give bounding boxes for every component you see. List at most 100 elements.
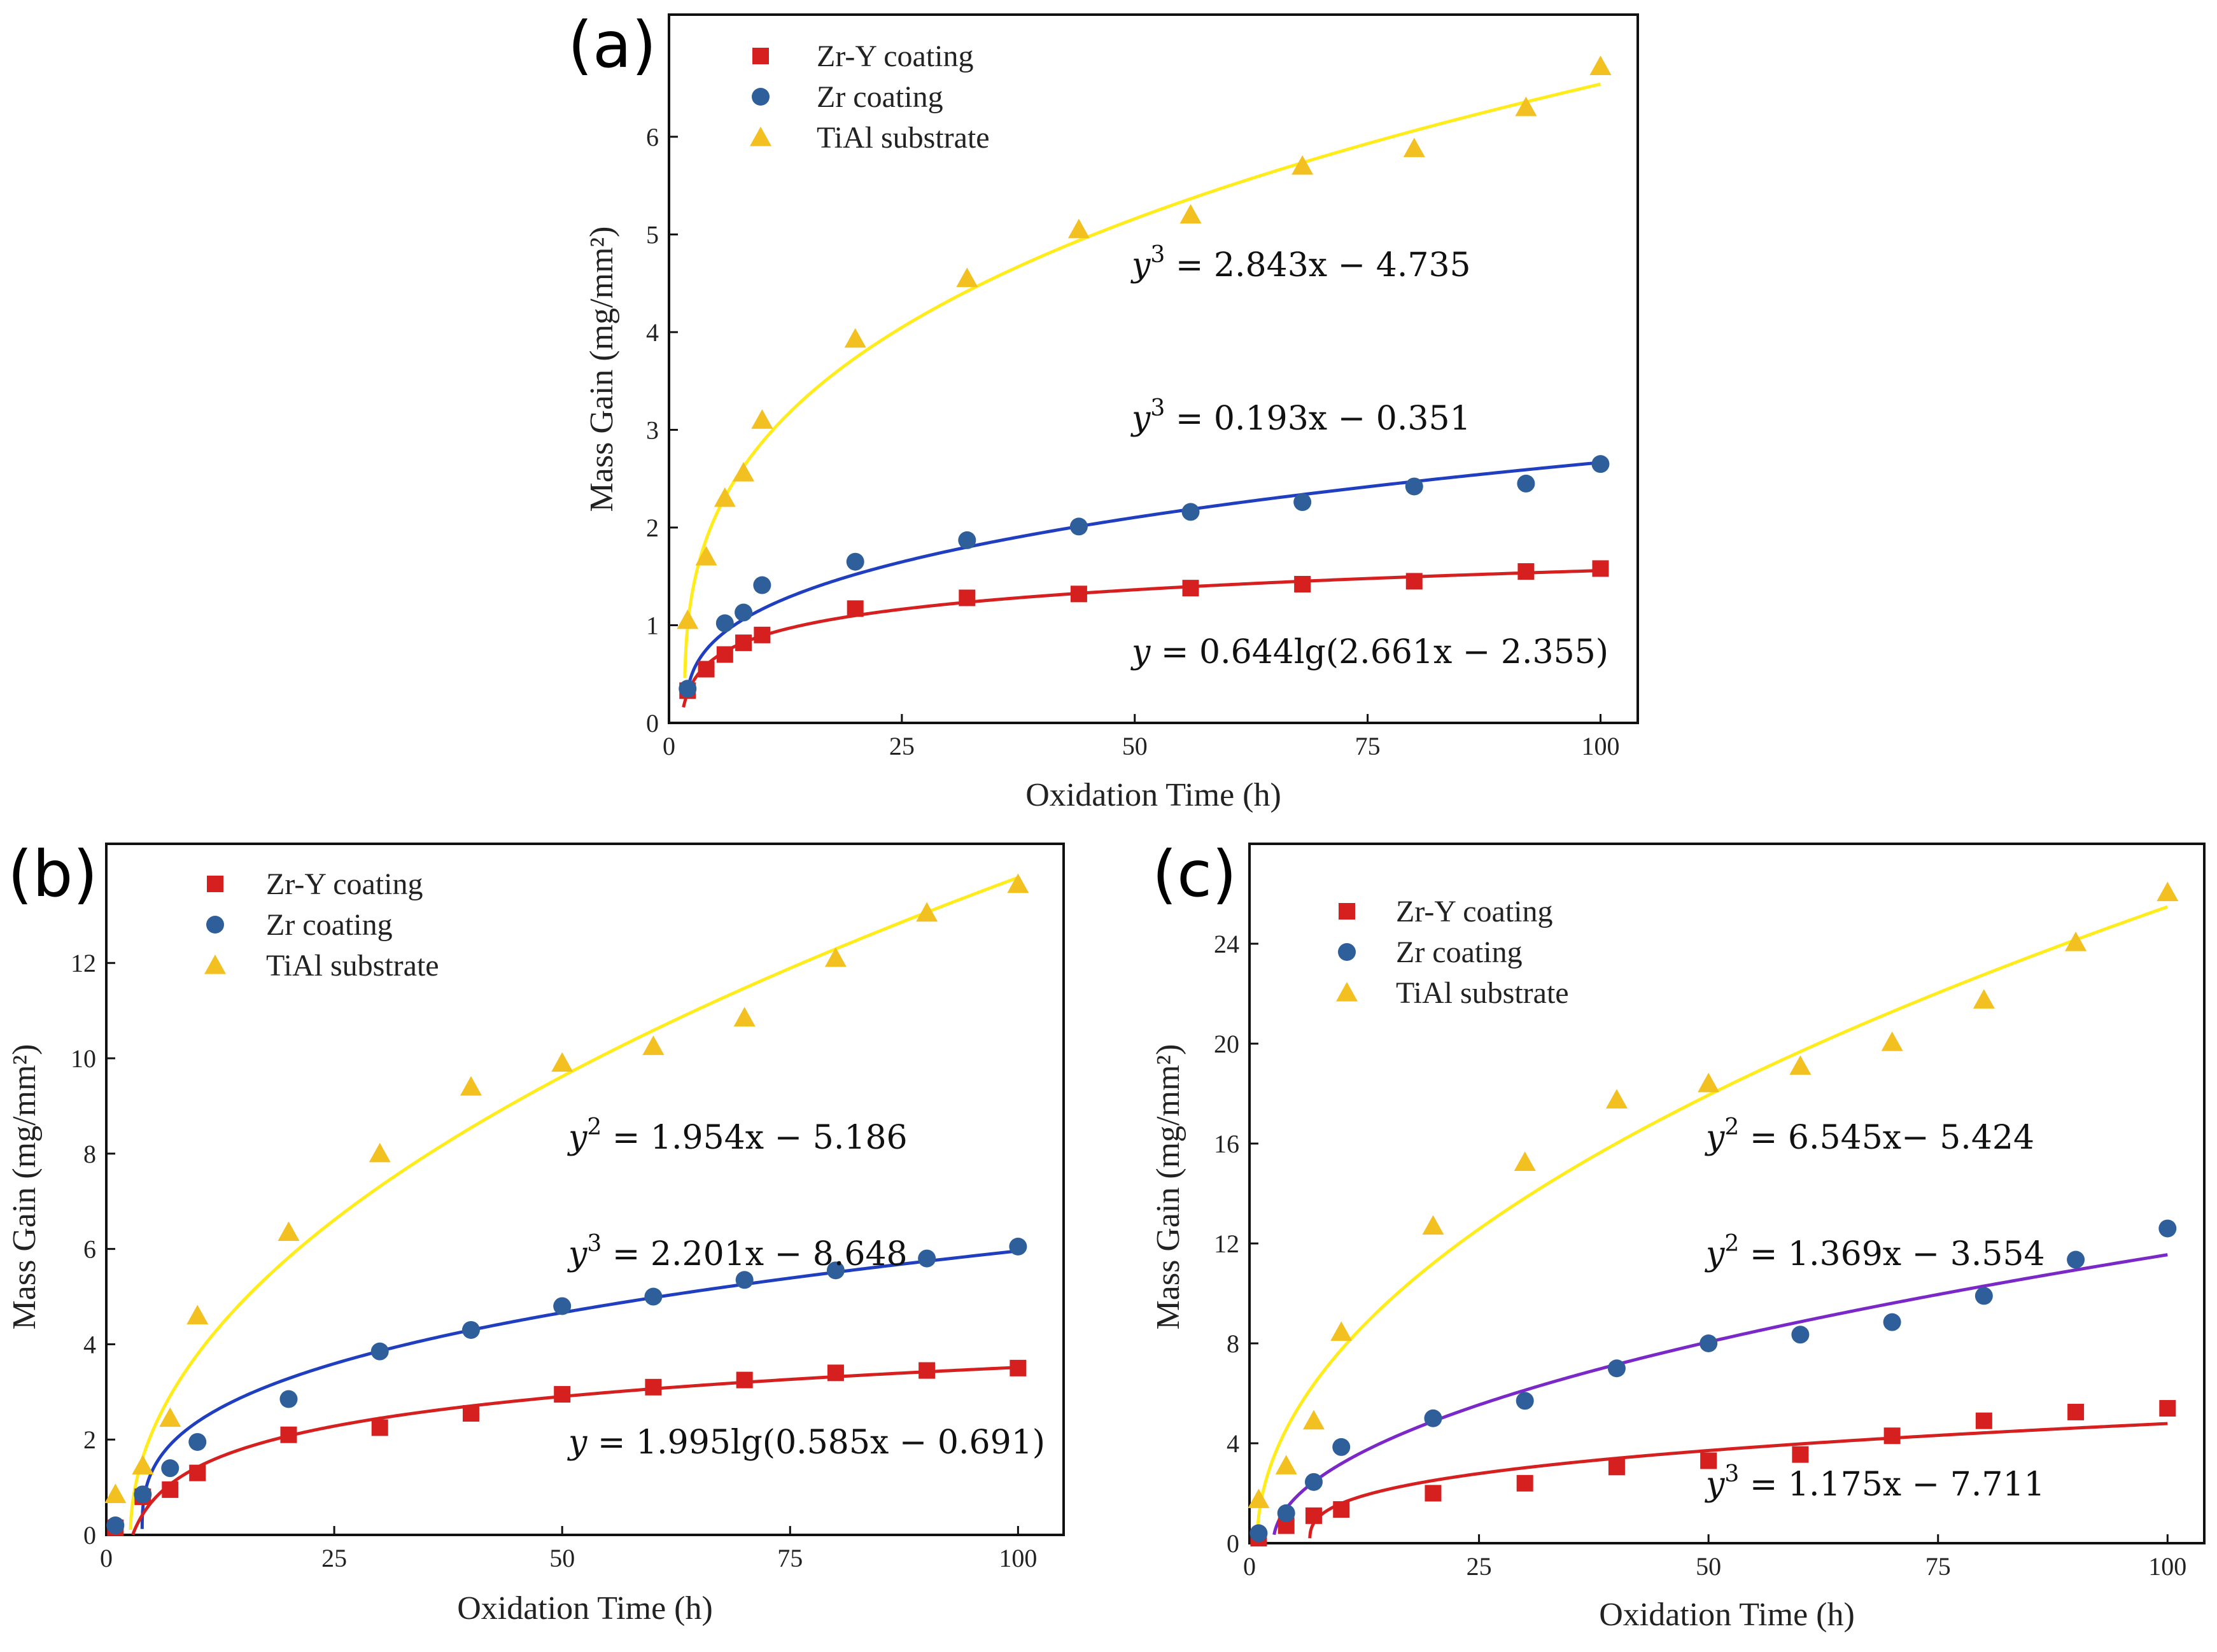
data-point — [551, 1052, 574, 1072]
data-point — [371, 1419, 388, 1436]
data-point — [161, 1459, 179, 1478]
fit-curve-tial-substrate — [129, 876, 1019, 1530]
fit-equation: y3 = 0.193x − 0.351 — [1130, 395, 1471, 438]
y-tick-label: 4 — [1227, 1429, 1239, 1458]
data-point — [958, 531, 976, 549]
data-point — [1515, 96, 1537, 116]
data-point — [1591, 455, 1610, 473]
data-point — [1425, 1485, 1442, 1502]
data-point — [1881, 1032, 1903, 1051]
panel-label: (b) — [8, 837, 98, 911]
data-point — [1275, 1455, 1297, 1474]
y-tick-label: 6 — [83, 1235, 96, 1264]
data-point — [1698, 1072, 1720, 1093]
data-point — [956, 267, 978, 288]
data-point — [827, 1364, 844, 1382]
x-tick-label: 100 — [1581, 732, 1619, 760]
data-point — [188, 1432, 207, 1451]
data-point — [677, 609, 699, 629]
data-point — [104, 1483, 127, 1503]
x-tick-label: 25 — [1467, 1552, 1492, 1581]
series-tial-substrate — [1248, 881, 2179, 1508]
data-point — [733, 1007, 756, 1026]
fit-curve-zr-coating — [1272, 1253, 2168, 1536]
data-point — [918, 1249, 936, 1268]
data-point — [1607, 1359, 1626, 1378]
data-point — [554, 1386, 571, 1403]
fit-equation: y3 = 2.843x − 4.735 — [1130, 242, 1471, 284]
plot-frame — [1248, 843, 2206, 1544]
legend-marker — [1336, 982, 1358, 1002]
data-point — [1293, 493, 1312, 512]
legend-entry: Zr coating — [1396, 935, 1523, 969]
y-tick-label: 20 — [1214, 1030, 1239, 1058]
y-tick-label: 24 — [1214, 930, 1239, 958]
data-point — [1070, 585, 1087, 603]
data-point — [1181, 503, 1200, 521]
x-tick-label: 25 — [889, 732, 915, 760]
y-tick-label: 6 — [646, 123, 659, 151]
data-point — [715, 614, 734, 633]
series-tial-substrate — [104, 873, 1029, 1503]
data-point — [846, 552, 864, 571]
legend-entry: Zr coating — [817, 80, 943, 114]
data-point — [918, 1362, 936, 1379]
data-point — [159, 1407, 181, 1427]
y-axis-label: Mass Gain (mg/mm²) — [584, 227, 620, 512]
data-point — [1516, 1474, 1533, 1492]
data-point — [1422, 1215, 1444, 1235]
legend-entry: Zr-Y coating — [266, 867, 423, 901]
y-tick-label: 1 — [646, 611, 659, 640]
data-point — [1332, 1438, 1351, 1456]
chart-panel-a: (a) 0 25 50 75 100 0 1 2 3 4 5 6 Oxidation Time (h) Ma… — [568, 8, 1639, 813]
x-tick-label: 100 — [2148, 1552, 2186, 1581]
data-point — [280, 1426, 297, 1443]
data-point — [553, 1297, 572, 1315]
data-point — [106, 1516, 125, 1535]
data-point — [735, 1271, 754, 1289]
data-point — [1700, 1452, 1717, 1469]
data-point — [1304, 1473, 1323, 1491]
plot-frame — [105, 843, 1065, 1536]
data-point — [1010, 1359, 1027, 1376]
series-zr-coating — [106, 1237, 1027, 1535]
legend-marker — [752, 48, 769, 64]
fit-curve-zr-coating — [140, 1249, 1018, 1529]
data-point — [1182, 580, 1199, 597]
x-tick-label: 50 — [1122, 732, 1148, 760]
data-point — [695, 546, 717, 566]
y-tick-label: 0 — [1227, 1529, 1239, 1558]
legend-marker — [204, 955, 226, 974]
legend-entry: Zr coating — [266, 908, 393, 942]
data-point — [132, 1455, 154, 1474]
data-point — [369, 1142, 391, 1163]
data-point — [754, 626, 771, 643]
y-tick-label: 12 — [1214, 1229, 1239, 1258]
series-tial-substrate — [677, 55, 1612, 629]
fit-curve-tial-substrate — [1256, 905, 2169, 1529]
data-point — [370, 1342, 389, 1361]
data-point — [1333, 1501, 1350, 1518]
data-point — [735, 603, 753, 622]
fit-equation: y = 0.644lg(2.661x − 2.355) — [1130, 633, 1608, 671]
y-tick-label: 2 — [83, 1425, 96, 1454]
x-tick-label: 75 — [1925, 1552, 1951, 1581]
data-point — [462, 1405, 479, 1422]
legend-marker — [750, 127, 771, 146]
data-point — [1789, 1055, 1812, 1075]
data-point — [2067, 1403, 2085, 1420]
data-point — [1405, 573, 1423, 590]
x-tick-label: 25 — [321, 1544, 347, 1572]
data-point — [1700, 1334, 1718, 1352]
x-axis-label: Oxidation Time (h) — [1025, 777, 1281, 813]
data-point — [1007, 873, 1029, 893]
data-point — [1249, 1524, 1268, 1543]
data-point — [2159, 1400, 2176, 1417]
data-point — [1974, 1287, 1993, 1305]
legend-entry: TiAl substrate — [1396, 976, 1569, 1010]
data-point — [1517, 474, 1535, 493]
panel-label: (a) — [568, 8, 656, 82]
data-point — [189, 1464, 206, 1481]
data-point — [1294, 576, 1311, 593]
y-tick-label: 5 — [646, 220, 659, 249]
